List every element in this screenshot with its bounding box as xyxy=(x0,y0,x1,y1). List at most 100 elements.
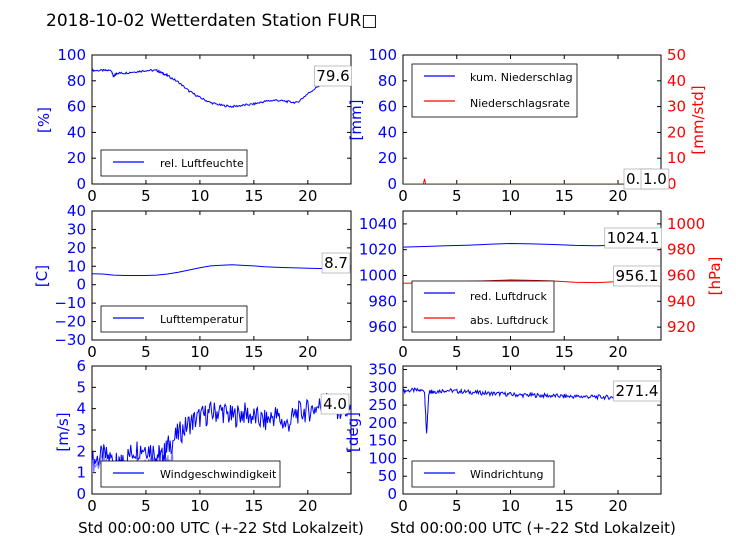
last-value-reduced: 1024.1 xyxy=(607,229,660,247)
y-tick-label: 40 xyxy=(67,123,86,141)
y-tick-label: 350 xyxy=(368,361,397,379)
x-tick-label: 10 xyxy=(190,343,209,361)
y-tick-label: 1040 xyxy=(359,215,397,233)
last-value-label: 271.4 xyxy=(616,382,659,400)
x-tick-label: 0 xyxy=(398,497,408,515)
y-tick-label-right: 20 xyxy=(667,123,686,141)
x-tick-label: 10 xyxy=(501,497,520,515)
value-box xyxy=(321,252,351,274)
legend-label: rel. Luftfeuchte xyxy=(160,157,244,170)
wind-speed-panel: [m/s] Std 00:00:00 UTC (+-22 Std Lokalze… xyxy=(54,357,364,537)
x-tick-label: 0 xyxy=(87,187,97,205)
x-tick-label: 15 xyxy=(244,187,263,205)
y-tick-label: 0 xyxy=(76,175,86,193)
x-tick-label: 0 xyxy=(398,187,408,205)
y-tick-label: −30 xyxy=(54,331,86,349)
value-box xyxy=(640,168,670,190)
legend-box xyxy=(100,305,248,333)
y-axis-label: [C] xyxy=(33,265,51,287)
y-tick-label-right: 40 xyxy=(667,72,686,90)
temperature-panel: [C] 0 5 10 15 20−30−20−10010203040Lufttemper… xyxy=(33,202,352,361)
pressure-panel: [hPa] 0 5 10 15 20 960 980 1000 1020 1040 920 940 96… xyxy=(359,210,724,361)
y-tick-label: 1 xyxy=(76,464,86,482)
legend-label-absolute: abs. Luftdruck xyxy=(470,314,549,327)
y-tick-label: 300 xyxy=(368,378,397,396)
legend-box xyxy=(411,63,578,118)
y-tick-label: 60 xyxy=(67,98,86,116)
y-tick-label-right: 920 xyxy=(667,318,696,336)
axes-frame xyxy=(402,365,662,495)
x-tick-label: 20 xyxy=(608,497,627,515)
legend-label-cumulative: kum. Niederschlag xyxy=(470,71,573,84)
series-line xyxy=(403,178,661,184)
y-tick-label: 30 xyxy=(67,220,86,238)
legend-label: Windrichtung xyxy=(470,468,543,481)
y-tick-label: 50 xyxy=(378,467,397,485)
value-box xyxy=(613,265,661,287)
x-tick-label: 5 xyxy=(141,187,151,205)
x-tick-label: 20 xyxy=(298,187,317,205)
y-tick-label-right: 10 xyxy=(667,149,686,167)
humidity-panel: [%] 0 5 10 15 20 0 20 40 60 80 100 79.6 rel. Luftfeu… xyxy=(35,46,353,205)
y-axis-label-right: [hPa] xyxy=(706,257,724,296)
x-axis-label: Std 00:00:00 UTC (+-22 Std Lokalzeit) xyxy=(78,519,364,537)
value-box xyxy=(320,393,350,415)
x-tick-label: 5 xyxy=(452,343,462,361)
y-tick-label: −20 xyxy=(54,313,86,331)
y-tick-label: 960 xyxy=(368,318,397,336)
legend-label: Windgeschwindigkeit xyxy=(160,468,277,481)
x-tick-label: 10 xyxy=(190,187,209,205)
x-tick-label: 0 xyxy=(398,343,408,361)
y-tick-label: 150 xyxy=(368,432,397,450)
y-tick-label: −10 xyxy=(54,294,86,312)
x-tick-label: 5 xyxy=(141,497,151,515)
wind-direction-panel: [deg] Std 00:00:00 UTC (+-22 Std Lokalze… xyxy=(344,361,676,537)
x-tick-label: 0 xyxy=(87,497,97,515)
x-tick-label: 15 xyxy=(244,343,263,361)
y-tick-label: 100 xyxy=(368,46,397,64)
y-tick-label: 5 xyxy=(76,378,86,396)
x-axis-label: Std 00:00:00 UTC (+-22 Std Lokalzeit) xyxy=(390,519,676,537)
x-tick-label: 10 xyxy=(190,497,209,515)
last-value-absolute: 956.1 xyxy=(616,267,659,285)
y-tick-label: 40 xyxy=(67,202,86,220)
y-tick-label-right: 960 xyxy=(667,267,696,285)
last-value-label: 8.7 xyxy=(324,254,348,272)
axes-frame xyxy=(91,210,352,341)
x-tick-label: 15 xyxy=(555,343,574,361)
y-axis-label: [m/s] xyxy=(54,412,72,451)
y-tick-label: 60 xyxy=(378,98,397,116)
y-tick-label-right: 30 xyxy=(667,98,686,116)
y-axis-label: [deg] xyxy=(344,412,362,452)
series-line xyxy=(92,264,351,276)
y-tick-label: 20 xyxy=(67,239,86,257)
y-tick-label-right: 940 xyxy=(667,292,696,310)
last-value-label: 4.0 xyxy=(323,395,347,413)
legend-label-rate: Niederschlagsrate xyxy=(470,97,570,110)
x-tick-label: 20 xyxy=(298,497,317,515)
y-tick-label: 1000 xyxy=(359,267,397,285)
y-tick-label: 6 xyxy=(76,357,86,375)
x-tick-label: 15 xyxy=(555,187,574,205)
legend-box xyxy=(100,149,248,177)
y-tick-label: 980 xyxy=(368,292,397,310)
y-tick-label: 0 xyxy=(387,175,397,193)
y-tick-label: 40 xyxy=(378,123,397,141)
y-tick-label: 2 xyxy=(76,442,86,460)
axes-frame xyxy=(91,54,352,185)
value-box xyxy=(613,380,661,402)
legend-label: Lufttemperatur xyxy=(160,313,244,326)
x-tick-label: 20 xyxy=(608,187,627,205)
x-tick-label: 5 xyxy=(141,343,151,361)
x-tick-label: 15 xyxy=(555,497,574,515)
x-tick-label: 20 xyxy=(298,343,317,361)
last-value-rate: 1.0 xyxy=(643,170,667,188)
x-tick-label: 10 xyxy=(501,343,520,361)
y-tick-label: 20 xyxy=(378,149,397,167)
y-tick-label: 200 xyxy=(368,414,397,432)
y-tick-label-right: 50 xyxy=(667,46,686,64)
y-tick-label: 3 xyxy=(76,421,86,439)
y-tick-label: 80 xyxy=(378,72,397,90)
y-tick-label: 80 xyxy=(67,72,86,90)
y-tick-label: 20 xyxy=(67,149,86,167)
